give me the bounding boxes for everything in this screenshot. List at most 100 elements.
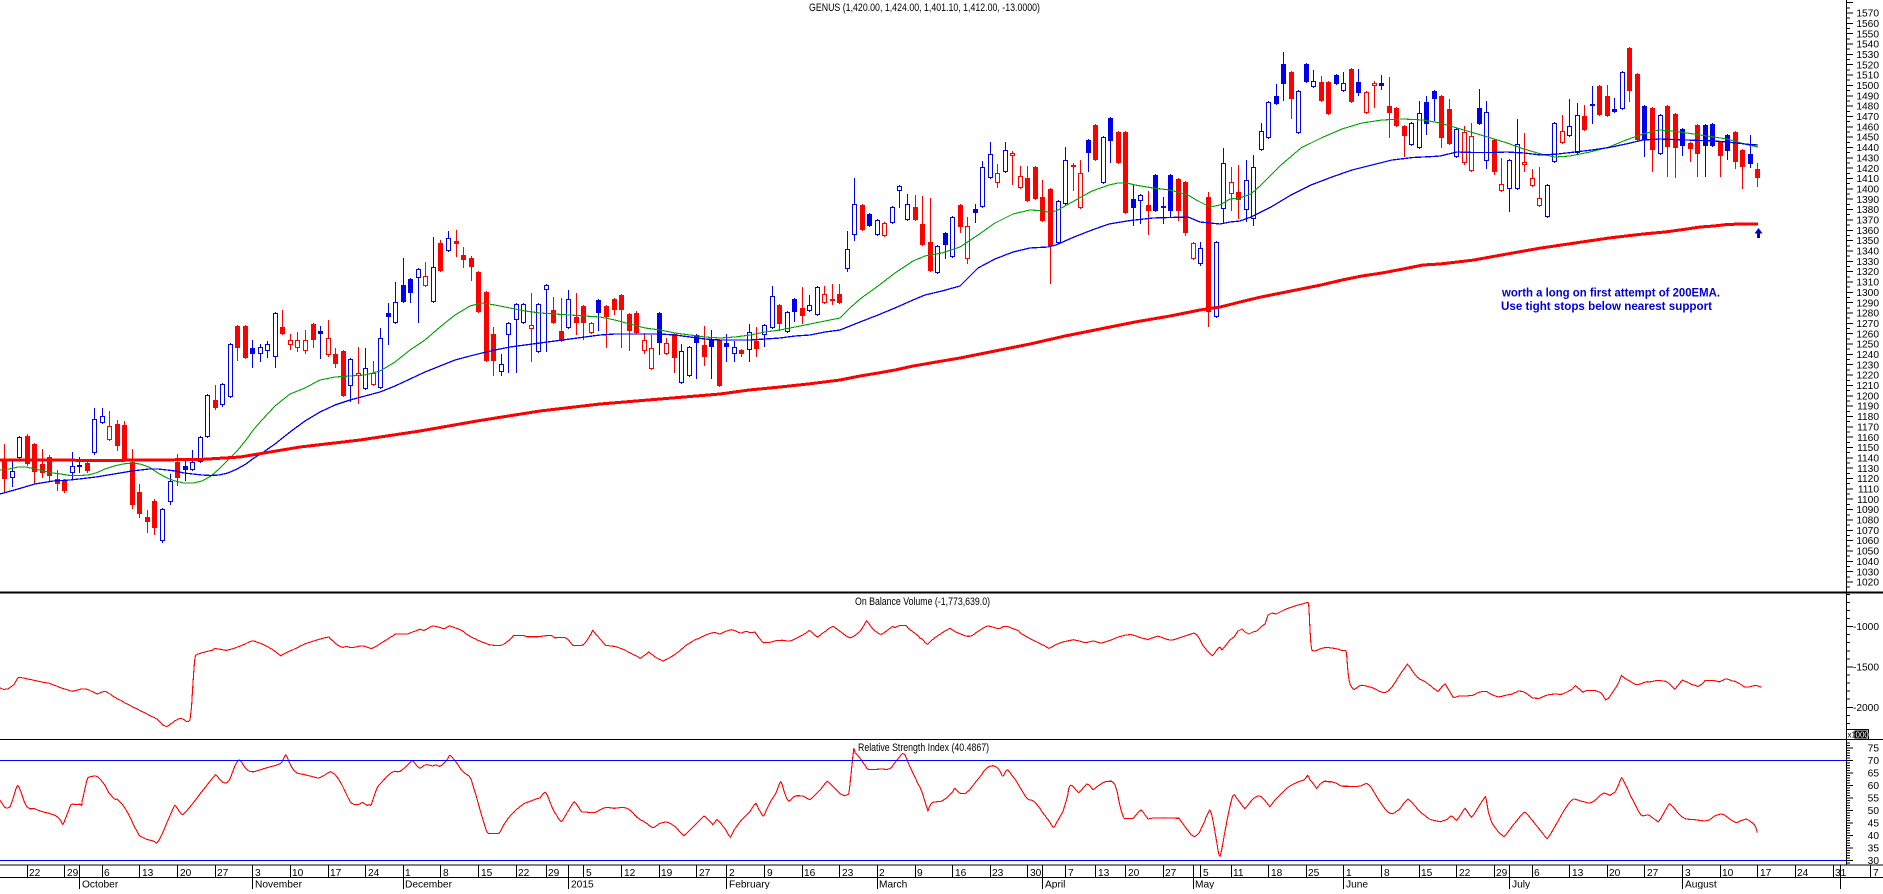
svg-text:-1500: -1500 xyxy=(1853,663,1879,674)
svg-text:1080: 1080 xyxy=(1856,516,1879,527)
svg-text:2015: 2015 xyxy=(571,880,594,890)
svg-text:1020: 1020 xyxy=(1856,578,1879,589)
svg-text:1110: 1110 xyxy=(1858,485,1879,496)
svg-text:27: 27 xyxy=(1647,868,1659,879)
svg-text:1120: 1120 xyxy=(1857,474,1879,485)
svg-text:March: March xyxy=(879,880,907,890)
svg-text:November: November xyxy=(255,880,303,890)
svg-text:1400: 1400 xyxy=(1856,185,1879,196)
svg-text:1440: 1440 xyxy=(1856,143,1879,154)
svg-text:10: 10 xyxy=(292,868,304,879)
svg-text:1160: 1160 xyxy=(1857,433,1879,444)
svg-text:27: 27 xyxy=(1165,868,1177,879)
svg-text:19: 19 xyxy=(661,868,673,879)
svg-text:1340: 1340 xyxy=(1856,247,1879,258)
svg-text:40: 40 xyxy=(1868,831,1880,842)
svg-text:-1000: -1000 xyxy=(1853,622,1879,633)
svg-text:1100: 1100 xyxy=(1857,495,1879,506)
svg-text:75: 75 xyxy=(1868,744,1880,755)
svg-text:1180: 1180 xyxy=(1857,412,1879,423)
svg-text:Use tight stops below nearest: Use tight stops below nearest support xyxy=(1501,299,1712,313)
svg-text:1270: 1270 xyxy=(1856,319,1879,330)
svg-text:1540: 1540 xyxy=(1856,40,1879,51)
svg-text:-2000: -2000 xyxy=(1853,703,1879,714)
svg-text:1150: 1150 xyxy=(1857,443,1879,454)
svg-text:35: 35 xyxy=(1868,843,1880,854)
svg-text:22: 22 xyxy=(29,868,41,879)
svg-text:1090: 1090 xyxy=(1856,505,1879,516)
svg-text:June: June xyxy=(1346,880,1368,890)
svg-text:1330: 1330 xyxy=(1856,257,1879,268)
svg-text:1560: 1560 xyxy=(1856,19,1879,30)
svg-text:1: 1 xyxy=(405,868,411,879)
svg-text:17: 17 xyxy=(1760,868,1772,879)
svg-text:1360: 1360 xyxy=(1856,226,1879,237)
svg-text:1250: 1250 xyxy=(1856,340,1879,351)
svg-text:9: 9 xyxy=(917,868,923,879)
svg-text:15: 15 xyxy=(481,868,493,879)
svg-text:12: 12 xyxy=(624,868,636,879)
svg-text:July: July xyxy=(1512,880,1531,890)
svg-text:1190: 1190 xyxy=(1857,402,1879,413)
svg-text:1240: 1240 xyxy=(1856,350,1879,361)
svg-text:August: August xyxy=(1685,880,1717,890)
svg-text:27: 27 xyxy=(699,868,711,879)
svg-text:15: 15 xyxy=(1421,868,1433,879)
svg-text:29: 29 xyxy=(67,868,79,879)
svg-text:50: 50 xyxy=(1868,806,1880,817)
svg-text:27: 27 xyxy=(217,868,229,879)
svg-text:30: 30 xyxy=(1030,868,1042,879)
svg-text:1490: 1490 xyxy=(1856,91,1879,102)
svg-text:24: 24 xyxy=(1797,868,1809,879)
svg-text:1040: 1040 xyxy=(1856,557,1879,568)
svg-text:20: 20 xyxy=(1128,868,1140,879)
svg-text:1220: 1220 xyxy=(1856,371,1879,382)
svg-text:70: 70 xyxy=(1868,756,1880,767)
svg-text:1060: 1060 xyxy=(1856,536,1879,547)
svg-text:23: 23 xyxy=(992,868,1004,879)
svg-text:1280: 1280 xyxy=(1856,309,1879,320)
svg-text:8: 8 xyxy=(443,868,449,879)
svg-text:13: 13 xyxy=(142,868,154,879)
svg-text:1430: 1430 xyxy=(1856,153,1879,164)
svg-text:000: 000 xyxy=(1856,731,1870,740)
svg-text:1470: 1470 xyxy=(1856,112,1879,123)
svg-text:1510: 1510 xyxy=(1856,71,1879,82)
svg-text:1380: 1380 xyxy=(1856,205,1879,216)
svg-text:7: 7 xyxy=(1068,868,1074,879)
svg-text:1420: 1420 xyxy=(1856,164,1879,175)
svg-text:1230: 1230 xyxy=(1856,360,1879,371)
svg-text:22: 22 xyxy=(518,868,530,879)
svg-text:1: 1 xyxy=(1346,868,1352,879)
svg-text:16: 16 xyxy=(955,868,967,879)
svg-text:1550: 1550 xyxy=(1856,29,1879,40)
svg-text:1260: 1260 xyxy=(1856,329,1879,340)
svg-text:5: 5 xyxy=(1203,868,1209,879)
svg-text:October: October xyxy=(82,880,119,890)
svg-text:5: 5 xyxy=(586,868,592,879)
svg-text:GENUS (1,420.00, 1,424.00, 1,4: GENUS (1,420.00, 1,424.00, 1,401.10, 1,4… xyxy=(809,2,1040,14)
svg-text:11: 11 xyxy=(1233,868,1244,879)
svg-text:45: 45 xyxy=(1868,819,1880,830)
svg-text:1070: 1070 xyxy=(1856,526,1879,537)
svg-text:22: 22 xyxy=(1459,868,1471,879)
svg-text:25: 25 xyxy=(1308,868,1320,879)
svg-text:2: 2 xyxy=(729,868,735,879)
svg-text:1390: 1390 xyxy=(1856,195,1879,206)
svg-text:3: 3 xyxy=(1685,868,1691,879)
svg-text:1480: 1480 xyxy=(1856,102,1879,113)
svg-text:17: 17 xyxy=(330,868,342,879)
svg-text:31: 31 xyxy=(1835,868,1847,879)
svg-text:1300: 1300 xyxy=(1856,288,1879,299)
svg-text:2: 2 xyxy=(879,868,885,879)
svg-text:55: 55 xyxy=(1868,794,1880,805)
svg-text:16: 16 xyxy=(804,868,816,879)
svg-text:1310: 1310 xyxy=(1856,278,1879,289)
svg-text:worth a long on first attempt: worth a long on first attempt of 200EMA. xyxy=(1501,286,1720,300)
svg-text:April: April xyxy=(1045,880,1065,890)
svg-text:6: 6 xyxy=(104,868,110,879)
svg-text:23: 23 xyxy=(842,868,854,879)
svg-text:1570: 1570 xyxy=(1856,9,1879,20)
svg-text:1200: 1200 xyxy=(1856,391,1879,402)
svg-text:24: 24 xyxy=(368,868,380,879)
